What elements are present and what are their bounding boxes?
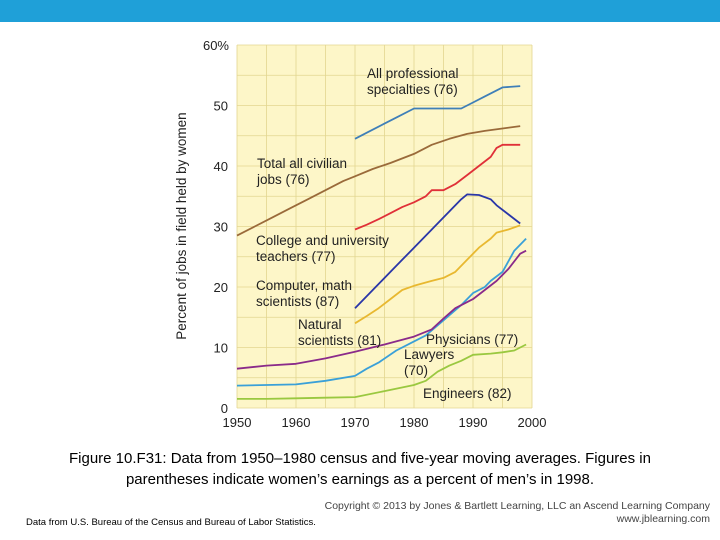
annotation-label: Computer, math scientists (87) xyxy=(256,278,352,309)
annotation-line: jobs (76) xyxy=(256,172,310,187)
caption-line-2: parentheses indicate women’s earnings as… xyxy=(125,471,595,488)
y-tick-label: 50 xyxy=(214,99,228,114)
series-line-8 xyxy=(237,343,527,400)
annotation-line: Physicians (77) xyxy=(426,332,518,347)
y-tick-label: 0 xyxy=(221,401,228,416)
x-tick-label: 1960 xyxy=(282,415,311,430)
annotation-line: Engineers (82) xyxy=(423,386,512,401)
annotation-line: (70) xyxy=(404,363,428,378)
x-axis-ticks: 1950 1960 1970 1980 1990 2000 xyxy=(223,415,547,430)
annotation-label: Natural scientists (81) xyxy=(298,317,381,348)
series-line-1 xyxy=(354,85,521,140)
annotation-line: specialties (76) xyxy=(367,82,458,97)
figure-caption: Figure 10.F31: Data from 1950–1980 censu… xyxy=(20,448,700,490)
annotation-line: scientists (81) xyxy=(298,333,381,348)
series-line-3 xyxy=(354,143,521,231)
x-tick-label: 1980 xyxy=(400,415,429,430)
top-accent-bar xyxy=(0,0,720,22)
y-axis-label: Percent of jobs in field held by women xyxy=(174,112,189,339)
series-line-7 xyxy=(236,249,527,370)
annotation-label: Physicians (77) xyxy=(426,332,518,347)
annotation-line: Lawyers xyxy=(404,347,455,362)
annotation-line: teachers (77) xyxy=(256,249,336,264)
caption-line-1: Figure 10.F31: Data from 1950–1980 censu… xyxy=(69,450,651,467)
y-tick-label: 20 xyxy=(214,280,228,295)
annotation-line: Natural xyxy=(298,317,342,332)
series-annotations: All professional specialties (76) Total al… xyxy=(256,66,518,401)
x-tick-label: 1950 xyxy=(223,415,252,430)
series-line-6 xyxy=(236,237,527,387)
data-source-note: Data from U.S. Bureau of the Census and … xyxy=(26,517,316,528)
annotation-label: Engineers (82) xyxy=(423,386,512,401)
annotation-line: Computer, math xyxy=(256,278,352,293)
annotation-line: All professional xyxy=(367,66,459,81)
series-line-2 xyxy=(236,125,521,237)
copyright-notice: Copyright © 2013 by Jones & Bartlett Lea… xyxy=(310,500,710,526)
series-line-5 xyxy=(354,224,521,325)
annotation-label: All professional specialties (76) xyxy=(367,66,459,97)
annotation-label: Total all civilian jobs (76) xyxy=(256,156,347,187)
copyright-line-1: Copyright © 2013 by Jones & Bartlett Lea… xyxy=(324,500,710,512)
y-tick-label: 30 xyxy=(214,220,228,235)
series-line-4 xyxy=(354,193,521,309)
y-tick-label: 10 xyxy=(214,341,228,356)
x-tick-label: 1970 xyxy=(341,415,370,430)
x-tick-label: 2000 xyxy=(518,415,547,430)
annotation-line: College and university xyxy=(256,233,389,248)
x-tick-label: 1990 xyxy=(459,415,488,430)
annotation-line: scientists (87) xyxy=(256,294,339,309)
y-tick-label: 40 xyxy=(214,159,228,174)
y-axis-ticks: 0 10 20 30 40 50 60% xyxy=(203,38,229,416)
series-group xyxy=(236,85,527,400)
copyright-url: www.jblearning.com xyxy=(616,513,710,525)
y-tick-label: 60% xyxy=(203,38,229,53)
annotation-label: Lawyers (70) xyxy=(404,347,455,378)
annotation-label: College and university teachers (77) xyxy=(256,233,389,264)
annotation-line: Total all civilian xyxy=(257,156,347,171)
